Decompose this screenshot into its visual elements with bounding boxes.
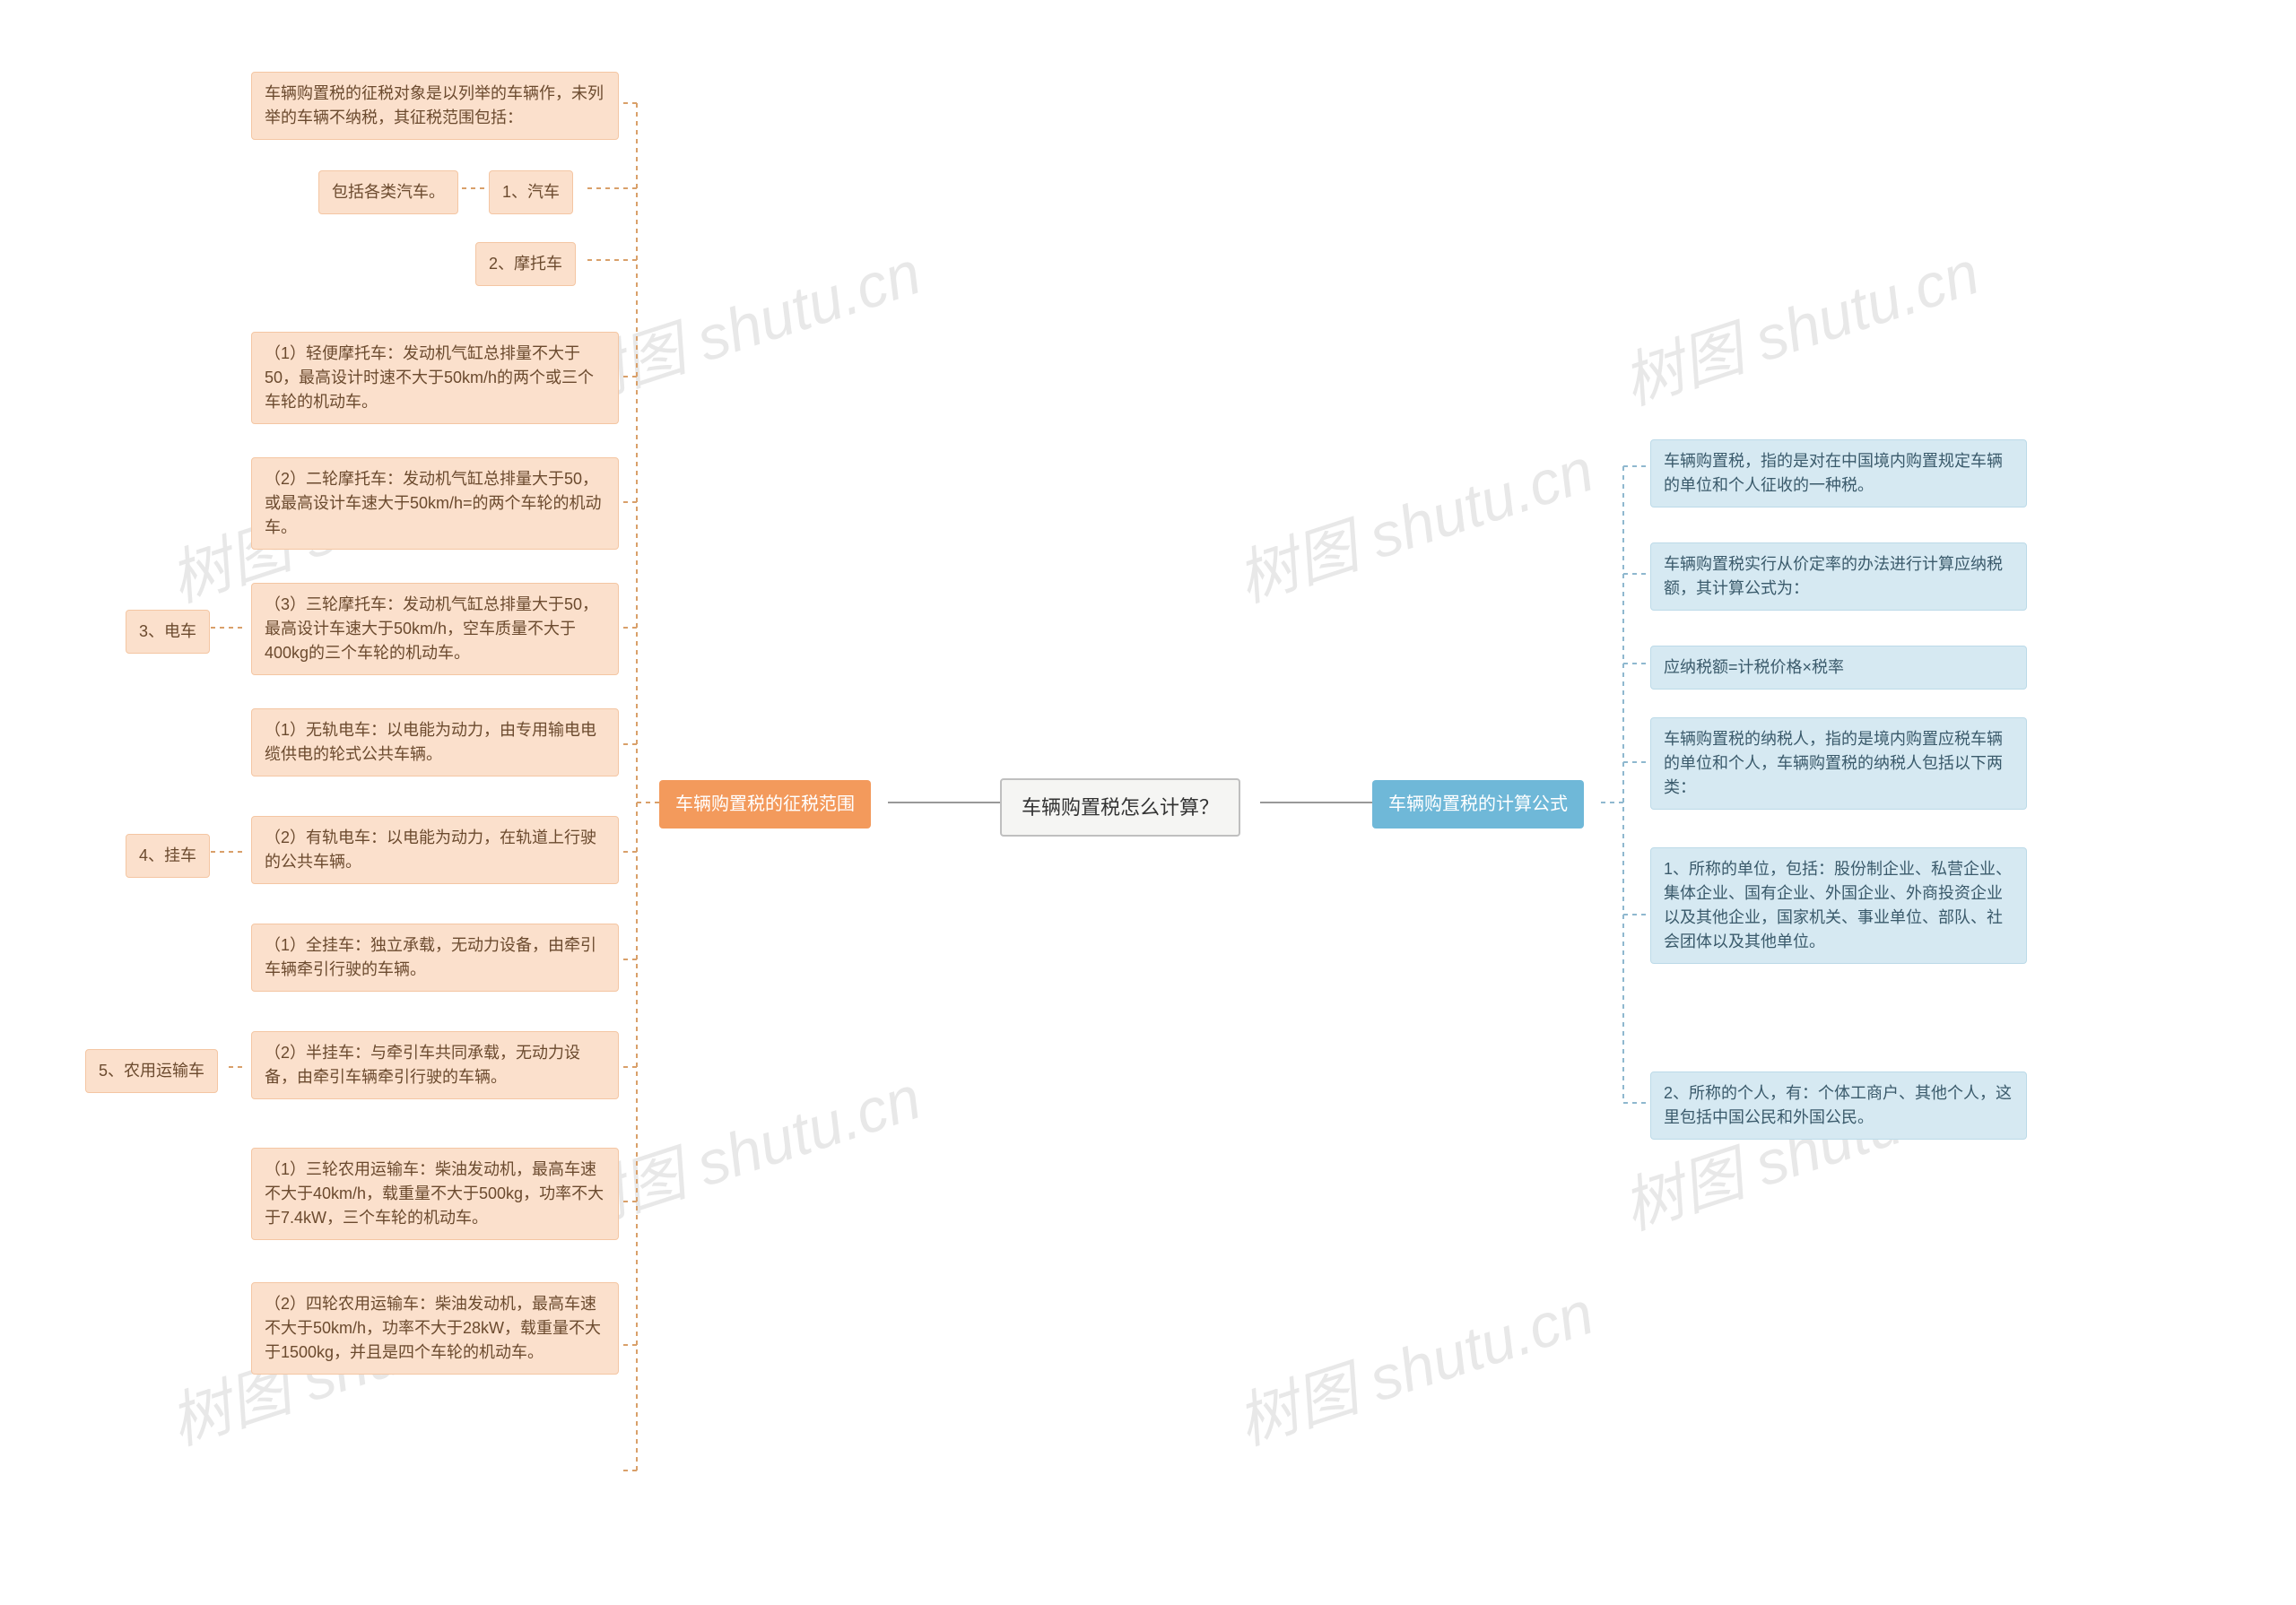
left-moto-2: （2）二轮摩托车：发动机气缸总排量大于50，或最高设计车速大于50km/h=的两… <box>251 457 619 550</box>
left-intro: 车辆购置税的征税对象是以列举的车辆作，未列举的车辆不纳税，其征税范围包括： <box>251 72 619 140</box>
left-item-2: 2、摩托车 <box>475 242 576 286</box>
right-item-4: 1、所称的单位，包括：股份制企业、私营企业、集体企业、国有企业、外国企业、外商投… <box>1650 847 2027 964</box>
right-item-0: 车辆购置税，指的是对在中国境内购置规定车辆的单位和个人征收的一种税。 <box>1650 439 2027 508</box>
left-moto-3: （3）三轮摩托车：发动机气缸总排量大于50，最高设计车速大于50km/h，空车质… <box>251 583 619 675</box>
left-farm-2: （2）四轮农用运输车：柴油发动机，最高车速不大于50km/h，功率不大于28kW… <box>251 1282 619 1375</box>
left-item-5: 5、农用运输车 <box>85 1049 218 1093</box>
left-item-3: 3、电车 <box>126 610 210 654</box>
watermark: 树图 shutu.cn <box>1224 421 1603 619</box>
left-tram-1: （1）无轨电车：以电能为动力，由专用输电电缆供电的轮式公共车辆。 <box>251 708 619 776</box>
left-trailer-2: （2）半挂车：与牵引车共同承载，无动力设备，由牵引车辆牵引行驶的车辆。 <box>251 1031 619 1099</box>
left-item-1-desc: 包括各类汽车。 <box>318 170 458 214</box>
left-farm-1: （1）三轮农用运输车：柴油发动机，最高车速不大于40km/h，载重量不大于500… <box>251 1148 619 1240</box>
left-main-node: 车辆购置税的征税范围 <box>659 780 871 829</box>
right-item-3: 车辆购置税的纳税人，指的是境内购置应税车辆的单位和个人，车辆购置税的纳税人包括以… <box>1650 717 2027 810</box>
right-main-node: 车辆购置税的计算公式 <box>1372 780 1584 829</box>
right-item-5: 2、所称的个人，有：个体工商户、其他个人，这里包括中国公民和外国公民。 <box>1650 1071 2027 1140</box>
left-tram-2: （2）有轨电车：以电能为动力，在轨道上行驶的公共车辆。 <box>251 816 619 884</box>
right-item-2: 应纳税额=计税价格×税率 <box>1650 646 2027 690</box>
left-item-1: 1、汽车 <box>489 170 573 214</box>
watermark: 树图 shutu.cn <box>1610 223 1988 421</box>
left-item-4: 4、挂车 <box>126 834 210 878</box>
center-node: 车辆购置税怎么计算？ <box>1000 778 1240 837</box>
watermark: 树图 shutu.cn <box>1224 1263 1603 1462</box>
right-item-1: 车辆购置税实行从价定率的办法进行计算应纳税额，其计算公式为： <box>1650 542 2027 611</box>
left-trailer-1: （1）全挂车：独立承载，无动力设备，由牵引车辆牵引行驶的车辆。 <box>251 924 619 992</box>
left-moto-1: （1）轻便摩托车：发动机气缸总排量不大于50，最高设计时速不大于50km/h的两… <box>251 332 619 424</box>
